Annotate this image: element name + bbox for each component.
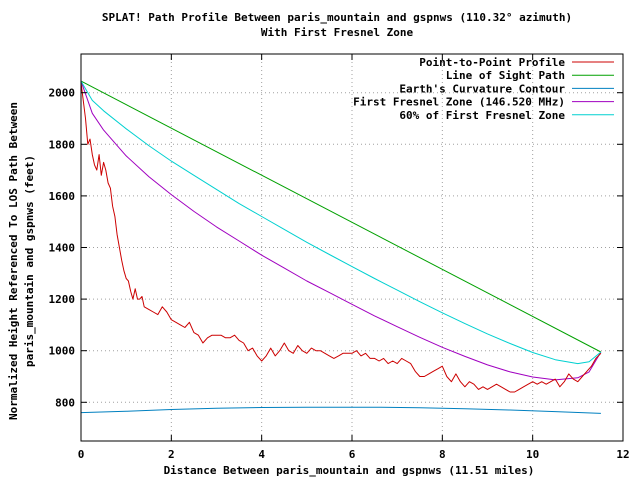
series-line-3 (80, 80, 602, 381)
y-tick-label-2: 1200 (49, 293, 76, 306)
legend-label-2: Earth's Curvature Contour (399, 82, 565, 95)
x-axis-label: Distance Between paris_mountain and gspn… (164, 464, 535, 477)
series-line-0 (80, 82, 602, 393)
legend-label-1: Line of Sight Path (446, 69, 565, 82)
y-tick-label-6: 2000 (49, 87, 76, 100)
chart-title: SPLAT! Path Profile Between paris_mounta… (102, 11, 572, 24)
legend-label-4: 60% of First Fresnel Zone (399, 109, 565, 122)
y-tick-label-0: 800 (55, 396, 75, 409)
x-tick-label-1: 2 (168, 448, 175, 461)
plot-series (80, 80, 602, 414)
y-axis-label-line1: Normalized Height Referenced To LOS Path… (7, 102, 20, 420)
x-tick-label-4: 8 (439, 448, 446, 461)
series-line-1 (80, 80, 602, 353)
series-line-2 (80, 406, 601, 414)
y-tick-label-5: 1800 (49, 138, 76, 151)
y-tick-label-1: 1000 (49, 345, 76, 358)
series-line-4 (80, 80, 602, 365)
x-tick-label-5: 10 (526, 448, 539, 461)
y-tick-label-4: 1600 (49, 190, 76, 203)
y-tick-label-3: 1400 (49, 242, 76, 255)
chart-subtitle: With First Fresnel Zone (261, 26, 414, 39)
legend-label-0: Point-to-Point Profile (419, 56, 565, 69)
x-tick-label-0: 0 (78, 448, 85, 461)
x-tick-label-2: 4 (258, 448, 265, 461)
axis-ticks: 0 2 4 6 8 10 12 800 1000 1200 1400 1600 1800 2000 (49, 54, 630, 461)
x-tick-label-6: 12 (616, 448, 629, 461)
y-axis-label-line2: paris_mountain and gspnws (feet) (23, 155, 36, 367)
x-tick-label-3: 6 (349, 448, 356, 461)
grid-lines (81, 54, 623, 441)
legend-label-3: First Fresnel Zone (146.520 MHz) (353, 96, 565, 109)
